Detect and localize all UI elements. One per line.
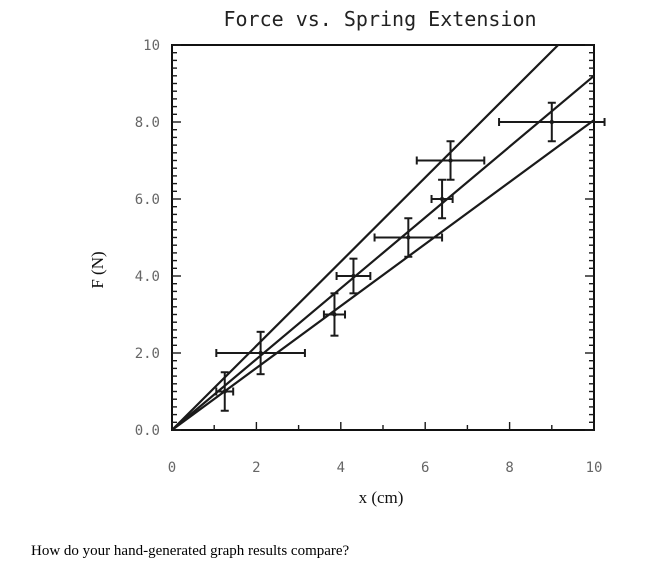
y-tick-label: 10 — [143, 38, 160, 54]
data-points — [215, 101, 606, 412]
data-point — [322, 292, 347, 337]
data-point — [498, 101, 606, 143]
x-tick-label: 8 — [505, 460, 513, 476]
x-tick-label: 10 — [586, 460, 603, 476]
data-point — [215, 371, 235, 412]
y-tick-label: 0.0 — [135, 423, 160, 439]
data-point — [430, 178, 454, 220]
point-marker — [222, 389, 227, 394]
x-axis: 0 2 4 6 8 10 — [168, 422, 603, 476]
point-marker — [448, 158, 453, 163]
y-tick-label: 8.0 — [135, 115, 160, 131]
x-tick-label: 2 — [252, 460, 260, 476]
point-marker — [351, 273, 356, 279]
x-tick-label: 6 — [421, 460, 429, 476]
point-marker — [332, 312, 337, 317]
data-point — [335, 257, 372, 295]
fit-line — [171, 119, 595, 431]
point-marker — [439, 196, 445, 202]
chart-title: Force vs. Spring Extension — [223, 7, 536, 31]
y-tick-label: 6.0 — [135, 192, 160, 208]
fit-line — [171, 44, 559, 431]
x-tick-label: 0 — [168, 460, 176, 476]
y-axis-label: F (N) — [88, 251, 107, 288]
y-tick-label: 2.0 — [135, 346, 160, 362]
fit-lines — [171, 44, 595, 431]
x-axis-label: x (cm) — [359, 488, 404, 507]
x-tick-label: 4 — [337, 460, 345, 476]
data-point — [373, 217, 444, 258]
point-marker — [549, 119, 554, 125]
y-tick-label: 4.0 — [135, 269, 160, 285]
fit-line — [171, 74, 595, 431]
point-marker — [406, 235, 411, 240]
data-point — [415, 140, 486, 181]
y-axis: 0.0 2.0 4.0 6.0 8.0 10 — [135, 38, 594, 439]
point-marker — [258, 350, 263, 356]
chart: Force vs. Spring Extension 0.0 2.0 4.0 6.0 8… — [88, 7, 606, 507]
question-text: How do your hand-generated graph results… — [31, 543, 350, 559]
data-point — [215, 330, 306, 376]
